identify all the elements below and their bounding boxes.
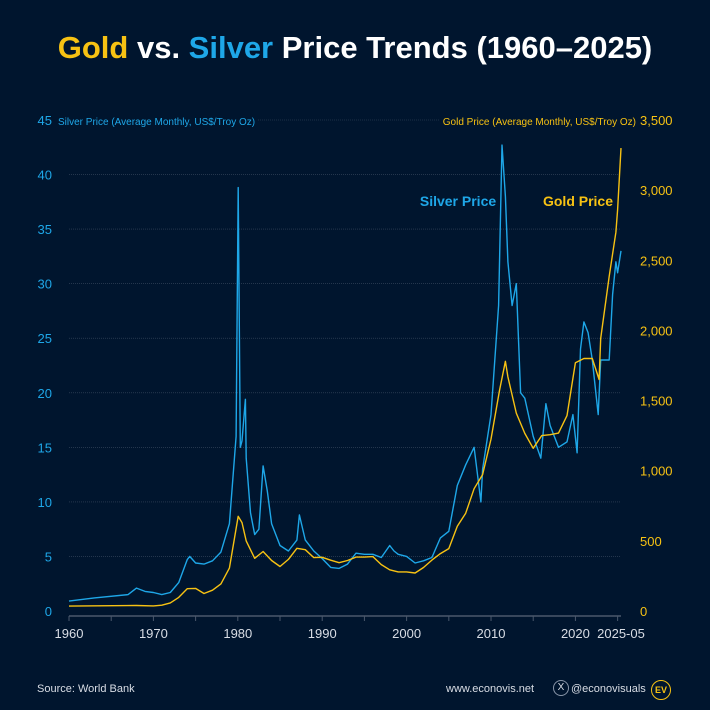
silver-price-line [68, 144, 622, 602]
title-silver: Silver [188, 30, 274, 65]
right-tick-label: 500 [640, 534, 662, 549]
chart-title: Gold vs. Silver Price Trends (1960–2025) [0, 30, 710, 66]
left-tick-label: 5 [45, 549, 52, 564]
x-logo-icon: X [553, 680, 569, 696]
left-tick-label: 25 [38, 331, 52, 346]
left-tick-label: 0 [45, 604, 52, 619]
gold-series-label: Gold Price [543, 193, 613, 209]
x-tick-label: 2000 [392, 626, 421, 641]
x-tick-label: 2010 [477, 626, 506, 641]
left-tick-label: 40 [38, 168, 52, 183]
silver-series-label: Silver Price [420, 193, 496, 209]
x-tick-label: 1980 [223, 626, 252, 641]
left-tick-label: 30 [38, 277, 52, 292]
left-tick-label: 35 [38, 222, 52, 237]
left-axis-label: Silver Price (Average Monthly, US$/Troy … [58, 117, 255, 128]
x-tick-label: 2025-05 [597, 626, 645, 641]
left-tick-label: 45 [38, 113, 52, 128]
right-tick-label: 3,500 [640, 113, 673, 128]
econovis-logo-icon: EV [651, 680, 671, 700]
social-handle[interactable]: @econovisuals [571, 683, 646, 695]
source-note: Source: World Bank [37, 683, 135, 695]
x-tick-label: 1960 [55, 626, 84, 641]
right-tick-label: 3,000 [640, 183, 673, 198]
title-vs: vs. [128, 30, 189, 65]
right-tick-label: 1,000 [640, 464, 673, 479]
right-axis-label: Gold Price (Average Monthly, US$/Troy Oz… [443, 117, 636, 128]
x-tick-label: 1990 [308, 626, 337, 641]
gold-price-line [68, 148, 622, 607]
title-gold: Gold [57, 30, 129, 65]
left-tick-label: 10 [38, 495, 52, 510]
left-tick-label: 20 [38, 386, 52, 401]
right-tick-label: 1,500 [640, 394, 673, 409]
title-rest: Price Trends (1960–2025) [273, 30, 653, 65]
x-tick-label: 2020 [561, 626, 590, 641]
right-tick-label: 0 [640, 604, 647, 619]
website-link[interactable]: www.econovis.net [446, 683, 535, 695]
x-tick-label: 1970 [139, 626, 168, 641]
left-tick-label: 15 [38, 440, 52, 455]
right-tick-label: 2,000 [640, 323, 673, 338]
right-tick-label: 2,500 [640, 253, 673, 268]
